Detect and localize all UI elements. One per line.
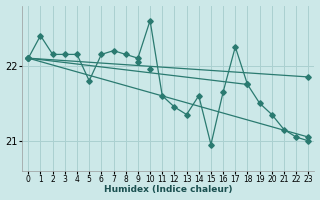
X-axis label: Humidex (Indice chaleur): Humidex (Indice chaleur)	[104, 185, 233, 194]
